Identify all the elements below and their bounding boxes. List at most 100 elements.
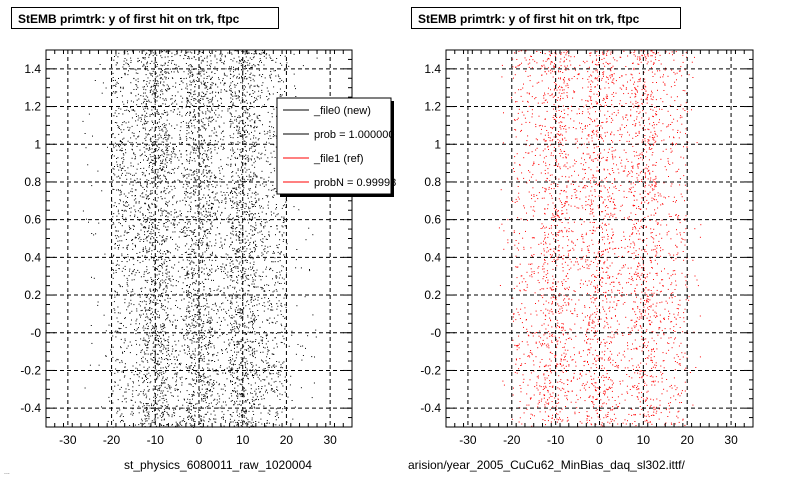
left-scatter-point <box>139 344 141 346</box>
left-scatter-point <box>190 178 192 180</box>
left-scatter-point <box>224 194 226 196</box>
left-scatter-point <box>210 60 212 62</box>
left-scatter-point <box>256 84 258 86</box>
left-scatter-point <box>209 326 211 328</box>
left-scatter-point <box>227 299 229 301</box>
left-scatter-point <box>160 265 162 266</box>
left-scatter-point <box>255 191 257 193</box>
left-scatter-point <box>181 107 183 109</box>
left-scatter-point <box>235 297 237 299</box>
left-scatter-point <box>153 385 155 387</box>
left-scatter-point <box>187 277 189 279</box>
left-scatter-point <box>150 256 152 258</box>
left-scatter-point <box>123 103 125 105</box>
left-scatter-point <box>157 186 159 187</box>
left-scatter-point <box>157 296 159 298</box>
left-scatter-point <box>233 219 235 221</box>
left-scatter-point <box>239 237 241 238</box>
left-scatter-point <box>199 295 201 297</box>
left-scatter-point <box>148 423 150 425</box>
left-scatter-point <box>84 387 86 389</box>
left-scatter-point <box>105 355 107 357</box>
left-scatter-point <box>155 328 157 330</box>
left-scatter-point <box>248 51 250 53</box>
left-scatter-point <box>176 124 178 126</box>
left-scatter-point <box>172 149 174 151</box>
left-scatter-point <box>237 169 239 171</box>
left-scatter-point <box>144 58 146 60</box>
left-scatter-point <box>187 346 189 348</box>
left-scatter-point <box>314 356 315 358</box>
left-scatter-point <box>184 315 186 317</box>
left-scatter-point <box>241 177 243 179</box>
left-scatter-point <box>268 350 270 351</box>
left-scatter-point <box>243 421 245 423</box>
left-scatter-point <box>261 89 263 91</box>
left-scatter-point <box>239 134 241 136</box>
left-scatter-point <box>151 159 153 161</box>
left-scatter-point <box>199 186 201 188</box>
left-scatter-point <box>223 341 225 343</box>
left-scatter-point <box>235 422 237 424</box>
left-scatter-point <box>252 365 254 367</box>
left-scatter-point <box>190 424 192 426</box>
left-scatter-point <box>137 260 139 262</box>
left-scatter-point <box>186 251 187 253</box>
left-scatter-point <box>244 342 246 344</box>
left-scatter-point <box>134 274 136 276</box>
left-scatter-point <box>189 316 191 317</box>
left-scatter-point <box>267 90 269 92</box>
left-scatter-point <box>189 153 191 155</box>
left-scatter-point <box>244 374 246 376</box>
left-scatter-point <box>204 124 206 126</box>
left-scatter-point <box>131 400 133 401</box>
left-scatter-point <box>250 176 252 178</box>
left-scatter-point <box>119 322 121 324</box>
left-scatter-point <box>98 222 100 224</box>
left-scatter-point <box>271 113 273 115</box>
left-scatter-point <box>120 129 122 131</box>
left-scatter-point <box>231 218 233 220</box>
left-scatter-point <box>150 162 152 163</box>
left-scatter-point <box>222 80 223 82</box>
left-scatter-point <box>186 271 188 273</box>
left-scatter-point <box>165 312 167 314</box>
left-scatter-point <box>188 65 190 67</box>
left-scatter-point <box>254 399 256 401</box>
left-scatter-point <box>235 334 236 336</box>
left-scatter-point <box>172 102 174 104</box>
left-scatter-point <box>207 158 208 160</box>
left-scatter-point <box>207 172 208 174</box>
left-scatter-point <box>162 239 164 241</box>
left-scatter-point <box>254 125 256 127</box>
left-scatter-point <box>147 220 148 222</box>
left-scatter-point <box>237 376 239 378</box>
left-scatter-point <box>209 274 211 276</box>
left-scatter-point <box>144 306 146 308</box>
left-scatter-point <box>149 242 151 244</box>
left-scatter-point <box>161 236 163 238</box>
left-scatter-point <box>282 222 284 223</box>
left-scatter-point <box>183 398 185 400</box>
left-scatter-point <box>162 74 164 76</box>
left-scatter-point <box>136 146 138 147</box>
left-scatter-point <box>252 424 254 426</box>
left-scatter-point <box>160 64 162 66</box>
left-scatter-point <box>251 203 253 205</box>
left-scatter-point <box>241 77 243 79</box>
left-scatter-point <box>122 395 124 397</box>
left-scatter-point <box>266 422 268 424</box>
left-scatter-point <box>171 125 173 127</box>
left-scatter-point <box>163 187 165 189</box>
left-scatter-point <box>230 59 232 60</box>
left-scatter-point <box>175 421 177 423</box>
left-scatter-point <box>245 372 247 374</box>
left-scatter-point <box>207 272 209 274</box>
left-scatter-point <box>120 346 121 348</box>
left-scatter-point <box>115 368 117 370</box>
left-scatter-point <box>239 231 241 232</box>
left-scatter-point <box>206 391 208 392</box>
left-scatter-point <box>147 133 149 135</box>
left-scatter-point <box>143 80 144 82</box>
left-scatter-point <box>160 209 162 211</box>
